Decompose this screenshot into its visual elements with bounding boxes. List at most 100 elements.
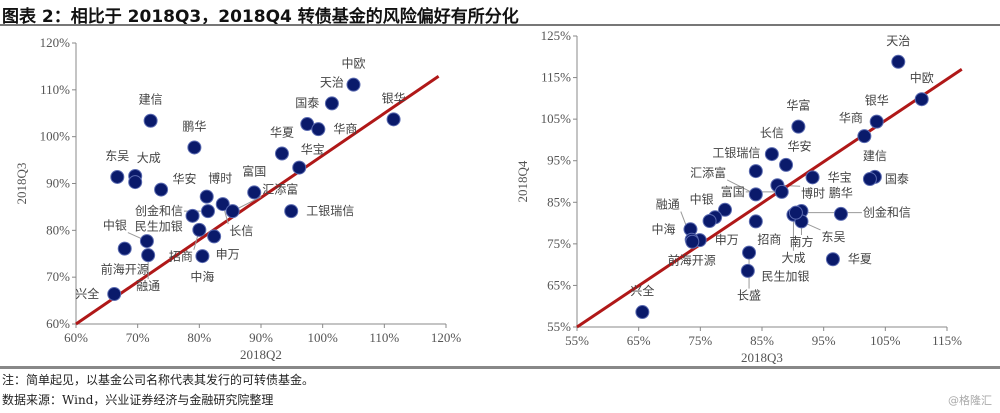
- data-point-label: 中银: [690, 191, 714, 206]
- data-point-label: 申万: [216, 248, 240, 262]
- data-point-label: 中银: [103, 218, 127, 233]
- data-point: [154, 182, 169, 197]
- data-point: [774, 184, 789, 199]
- data-point-label: 兴全: [630, 283, 654, 298]
- data-point: [141, 248, 156, 263]
- data-point-label: 国泰: [295, 96, 319, 110]
- data-point: [914, 92, 929, 107]
- trend-line: [576, 68, 963, 329]
- data-point: [187, 140, 202, 155]
- y-tick-label: 75%: [547, 236, 571, 251]
- x-tick-label: 95%: [812, 333, 836, 348]
- data-point: [791, 119, 806, 134]
- data-point-label: 博时: [801, 185, 825, 200]
- data-point: [346, 77, 361, 92]
- figure-title: 图表 2：相比于 2018Q3，2018Q4 转债基金的风险偏好有所分化: [2, 7, 519, 27]
- y-tick-label: 55%: [547, 319, 571, 334]
- data-point: [292, 160, 307, 175]
- data-point-label: 中欧: [341, 56, 365, 71]
- data-point-label: 华宝: [301, 142, 325, 156]
- data-point: [833, 206, 848, 221]
- data-point-label: 国泰: [885, 172, 909, 186]
- data-point: [805, 170, 820, 185]
- data-point: [635, 305, 650, 320]
- data-point: [779, 157, 794, 172]
- x-tick-label: 100%: [307, 330, 338, 345]
- data-point: [862, 172, 877, 187]
- data-point-label: 前海开源: [668, 253, 716, 268]
- data-point: [386, 112, 401, 127]
- data-point-label: 天治: [320, 75, 344, 89]
- x-tick-label: 70%: [126, 330, 150, 345]
- data-source: 数据来源：Wind，兴业证券经济与金融研究院整理: [2, 393, 274, 407]
- data-point-label: 融通: [136, 279, 160, 293]
- data-point-label: 东吴: [822, 230, 846, 244]
- data-point: [274, 146, 289, 161]
- x-tick-label: 85%: [750, 333, 774, 348]
- data-point: [742, 245, 757, 260]
- data-point: [748, 187, 763, 202]
- x-tick-label: 110%: [369, 330, 399, 345]
- data-point-label: 华商: [333, 121, 357, 136]
- x-tick-label: 115%: [932, 333, 962, 348]
- data-point: [891, 54, 906, 69]
- y-tick-label: 65%: [547, 277, 571, 292]
- watermark: @格隆汇: [948, 394, 992, 407]
- data-point: [748, 214, 763, 229]
- data-point-label: 创金和信: [135, 203, 183, 218]
- data-point: [702, 213, 717, 228]
- data-point: [117, 241, 132, 256]
- footer-divider: [0, 366, 1000, 369]
- y-tick-label: 120%: [40, 35, 71, 50]
- y-tick-label: 110%: [40, 82, 70, 97]
- y-tick-label: 90%: [46, 176, 70, 191]
- data-point-label: 长盛: [737, 288, 761, 303]
- data-point-label: 招商: [169, 249, 193, 264]
- data-point-label: 银华: [865, 94, 889, 108]
- data-point: [200, 204, 215, 219]
- data-point: [748, 164, 763, 179]
- data-point-label: 建信: [863, 149, 887, 163]
- data-point-label: 民生加银: [761, 269, 809, 283]
- data-point-label: 大成: [781, 251, 805, 265]
- y-tick-label: 115%: [541, 70, 571, 85]
- data-point: [718, 202, 732, 217]
- data-point-label: 民生加银: [135, 219, 183, 233]
- data-point-label: 鹏华: [182, 119, 206, 133]
- data-point-label: 华宝: [828, 170, 852, 184]
- x-tick-label: 120%: [431, 330, 462, 345]
- data-point-label: 天治: [886, 34, 910, 48]
- data-point: [764, 147, 779, 162]
- data-point: [284, 204, 299, 219]
- data-point-label: 长信: [229, 224, 253, 238]
- data-point-label: 申万: [715, 233, 739, 247]
- data-point-label: 工银瑞信: [306, 204, 354, 218]
- data-point: [225, 204, 240, 219]
- data-point-label: 华安: [788, 139, 812, 154]
- data-point: [857, 129, 872, 144]
- y-tick-label: 80%: [46, 222, 70, 237]
- data-point: [311, 122, 326, 137]
- y-tick-label: 105%: [541, 111, 572, 126]
- data-point-label: 工银瑞信: [712, 146, 760, 160]
- data-point-label: 银华: [382, 91, 406, 105]
- data-point: [215, 197, 230, 212]
- data-point-label: 南方: [789, 234, 813, 249]
- footnote: 注：简单起见，以基金公司名称代表其发行的可转债基金。: [2, 373, 315, 387]
- data-point-label: 富国: [721, 184, 745, 199]
- data-point-label: 鹏华: [829, 186, 853, 200]
- data-point-label: 华夏: [848, 252, 872, 266]
- data-point: [195, 249, 210, 264]
- data-point: [185, 208, 200, 223]
- data-point: [110, 169, 125, 184]
- data-point-label: 华安: [172, 171, 196, 186]
- data-point-label: 前海开源: [101, 262, 149, 277]
- data-point-label: 融通: [656, 198, 680, 212]
- x-tick-label: 60%: [64, 330, 88, 345]
- data-point-label: 中海: [651, 221, 675, 236]
- data-point: [247, 185, 262, 200]
- x-axis-title: 2018Q2: [240, 347, 282, 362]
- data-point: [207, 229, 222, 244]
- data-point-label: 汇添富: [690, 165, 726, 180]
